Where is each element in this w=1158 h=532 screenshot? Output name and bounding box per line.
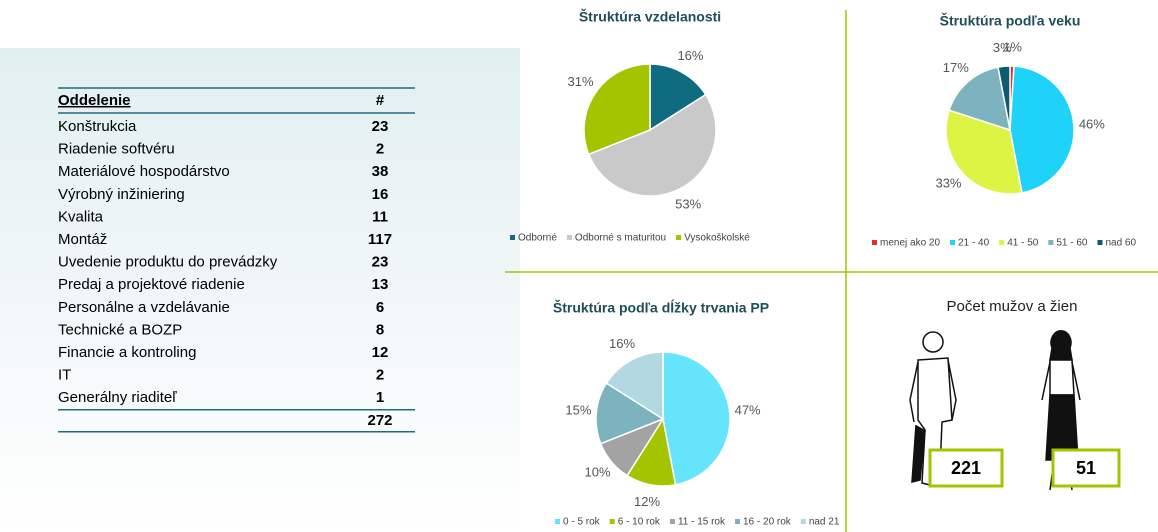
row-label: Materiálové hospodárstvo	[58, 163, 230, 180]
slice-label: 16%	[609, 336, 635, 351]
row-label: IT	[58, 367, 71, 384]
legend-swatch	[735, 519, 740, 524]
slice-label: 12%	[634, 494, 660, 509]
row-label: Uvedenie produktu do prevádzky	[58, 254, 278, 271]
row-label: Technické a BOZP	[58, 321, 182, 338]
legend-label: nad 60	[1105, 238, 1136, 249]
row-label: Generálny riaditeľ	[58, 389, 177, 406]
row-label: Riadenie softvéru	[58, 141, 175, 158]
legend-swatch	[555, 519, 560, 524]
row-count: 8	[376, 321, 384, 338]
legend-label: 41 - 50	[1007, 238, 1039, 249]
slice-label: 10%	[584, 465, 610, 480]
row-count: 2	[376, 367, 384, 384]
row-count: 23	[372, 254, 389, 271]
slice-label: 33%	[935, 176, 961, 191]
row-count: 11	[372, 208, 388, 225]
slice-label: 47%	[735, 402, 761, 417]
row-count: 13	[372, 276, 389, 293]
men-count: 221	[951, 458, 981, 478]
slice-label: 53%	[675, 196, 701, 211]
row-count: 117	[368, 231, 392, 248]
legend-swatch	[1097, 240, 1102, 245]
legend-label: 11 - 15 rok	[678, 517, 726, 528]
row-label: Konštrukcia	[58, 118, 137, 135]
row-count: 38	[372, 163, 389, 180]
legend-label: Odborné	[518, 233, 557, 244]
legend-label: Odborné s maturitou	[575, 233, 666, 244]
pie-slice	[1010, 66, 1074, 193]
row-count: 1	[376, 389, 384, 406]
row-count: 23	[372, 118, 389, 135]
legend-swatch	[510, 235, 515, 240]
pie-slice	[663, 352, 730, 485]
row-label: Montáž	[58, 231, 107, 248]
legend-swatch	[567, 235, 572, 240]
header-cell: #	[376, 92, 385, 109]
legend-label: 21 - 40	[958, 238, 990, 249]
legend-swatch	[999, 240, 1004, 245]
legend-swatch	[610, 519, 615, 524]
slice-label: 16%	[677, 48, 703, 63]
legend-label: 16 - 20 rok	[743, 517, 792, 528]
row-count: 16	[372, 186, 389, 203]
row-count: 6	[376, 299, 384, 316]
legend-label: 0 - 5 rok	[563, 517, 601, 528]
slice-label: 17%	[943, 60, 969, 75]
legend-swatch	[801, 519, 806, 524]
row-count: 12	[372, 344, 389, 361]
legend-label: 6 - 10 rok	[618, 517, 661, 528]
charts: Štruktúra vzdelanosti 16% 53% 31% Odborné Odb…	[510, 8, 1136, 528]
chart-title: Štruktúra podľa dĺžky trvania PP	[553, 299, 769, 316]
row-label: Kvalita	[58, 208, 104, 225]
legend-label: menej ako 20	[880, 238, 940, 249]
gender-title: Počet mužov a žien	[947, 298, 1078, 315]
slice-label: 31%	[568, 74, 594, 89]
legend-label: Vysokoškolské	[684, 233, 750, 244]
legend-swatch	[676, 235, 681, 240]
gender-panel: Počet mužov a žien 221 51	[910, 298, 1119, 490]
slice-label: 15%	[565, 402, 591, 417]
header-cell: Oddelenie	[58, 92, 131, 109]
legend-swatch	[950, 240, 955, 245]
slice-label: 3%	[993, 40, 1012, 55]
row-label: Financie a kontroling	[58, 344, 196, 361]
dashboard: Oddelenie # Konštrukcia 23 Riadenie softvéru…	[0, 0, 1158, 532]
legend-swatch	[1048, 240, 1053, 245]
row-label: Výrobný inžiniering	[58, 186, 185, 203]
legend-swatch	[670, 519, 675, 524]
row-count: 2	[376, 141, 384, 158]
legend-label: 51 - 60	[1056, 238, 1088, 249]
chart-title: Štruktúra vzdelanosti	[579, 8, 721, 25]
chart-title: Štruktúra podľa veku	[940, 12, 1081, 29]
total: 272	[367, 412, 392, 429]
row-label: Predaj a projektové riadenie	[58, 276, 245, 293]
legend-label: nad 21	[809, 517, 840, 528]
women-count: 51	[1076, 458, 1096, 478]
row-label: Personálne a vzdelávanie	[58, 299, 230, 316]
legend-swatch	[872, 240, 877, 245]
slice-label: 46%	[1079, 116, 1105, 131]
